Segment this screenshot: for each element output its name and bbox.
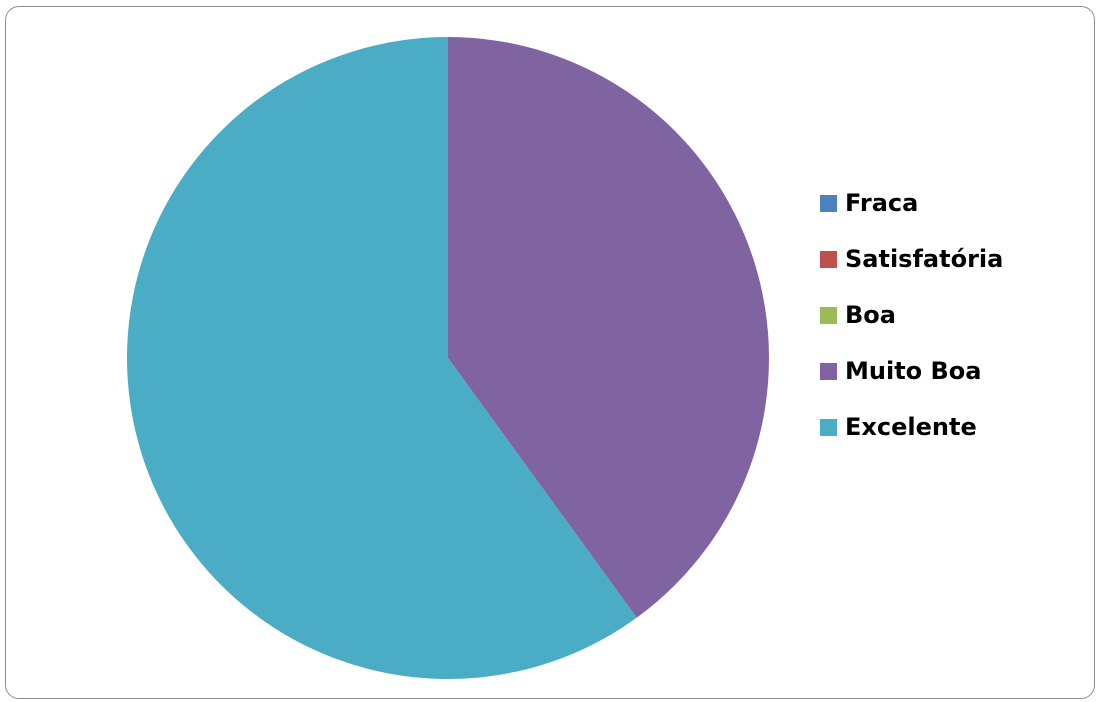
pie-chart xyxy=(126,37,769,680)
legend-swatch-excelente xyxy=(820,418,837,436)
pie-slice-muito-boa xyxy=(448,37,769,618)
pie-slice-excelente xyxy=(126,37,637,680)
legend: Fraca Satisfatória Boa Muito Boa Excelen… xyxy=(820,175,1040,455)
legend-item-satisfatoria: Satisfatória xyxy=(820,231,1040,287)
legend-swatch-boa xyxy=(820,306,837,324)
legend-label-boa: Boa xyxy=(845,301,896,329)
legend-label-satisfatoria: Satisfatória xyxy=(845,245,1004,273)
legend-swatch-fraca xyxy=(820,194,837,212)
pie-slices xyxy=(126,37,769,680)
legend-item-boa: Boa xyxy=(820,287,1040,343)
legend-item-excelente: Excelente xyxy=(820,399,1040,455)
legend-label-fraca: Fraca xyxy=(845,189,919,217)
legend-item-muito-boa: Muito Boa xyxy=(820,343,1040,399)
legend-item-fraca: Fraca xyxy=(820,175,1040,231)
legend-swatch-satisfatoria xyxy=(820,250,837,268)
legend-swatch-muito-boa xyxy=(820,362,837,380)
legend-label-muito-boa: Muito Boa xyxy=(845,357,982,385)
legend-label-excelente: Excelente xyxy=(845,413,977,441)
chart-area: Fraca Satisfatória Boa Muito Boa Excelen… xyxy=(5,6,1095,699)
